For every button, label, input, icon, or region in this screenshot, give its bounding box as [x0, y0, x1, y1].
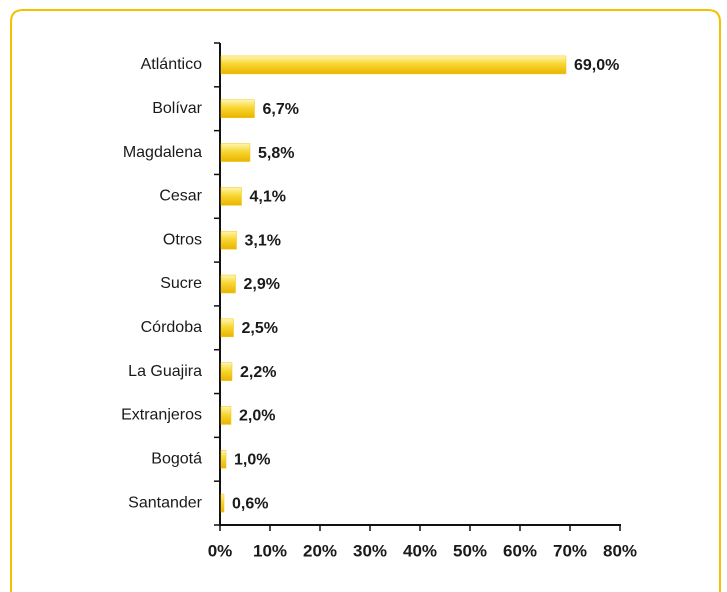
- data-label: 3,1%: [245, 232, 281, 249]
- data-label: 5,8%: [258, 145, 294, 162]
- data-label: 1,0%: [234, 451, 270, 468]
- bar: [220, 99, 255, 118]
- bar: [220, 230, 237, 250]
- y-tick-label: Otros: [163, 231, 202, 248]
- x-tick-label: 30%: [353, 541, 387, 560]
- x-tick-label: 50%: [453, 541, 487, 560]
- y-tick-label: Bogotá: [151, 450, 202, 467]
- data-label: 69,0%: [574, 57, 619, 74]
- bar: [220, 362, 233, 381]
- bar: [220, 143, 251, 162]
- data-label: 2,2%: [240, 364, 276, 381]
- x-tick-label: 0%: [208, 541, 233, 560]
- y-tick-label: Magdalena: [123, 144, 202, 161]
- x-tick-label: 10%: [253, 541, 287, 560]
- y-tick-label: La Guajira: [128, 363, 202, 380]
- x-tick-label: 40%: [403, 541, 437, 560]
- data-label: 2,0%: [239, 408, 275, 425]
- bar: [220, 406, 232, 425]
- bar: [220, 450, 227, 469]
- bar: [220, 274, 236, 294]
- x-tick-label: 70%: [553, 541, 587, 560]
- bar: [220, 187, 242, 206]
- data-label: 4,1%: [250, 189, 286, 206]
- y-tick-label: Extranjeros: [121, 407, 202, 424]
- data-label: 6,7%: [263, 101, 299, 118]
- x-tick-label: 80%: [603, 541, 637, 560]
- y-tick-label: Atlántico: [141, 56, 202, 73]
- x-tick-label: 20%: [303, 541, 337, 560]
- data-label: 0,6%: [232, 495, 268, 512]
- bar: [220, 318, 234, 338]
- data-label: 2,9%: [244, 276, 280, 293]
- y-tick-label: Córdoba: [141, 319, 202, 336]
- frame: [10, 9, 721, 592]
- x-tick-label: 60%: [503, 541, 537, 560]
- bar: [220, 55, 567, 75]
- y-tick-label: Sucre: [160, 275, 202, 292]
- bar: [220, 493, 225, 513]
- y-tick-label: Bolívar: [152, 100, 202, 117]
- y-tick-label: Santander: [128, 494, 203, 511]
- y-tick-label: Cesar: [159, 188, 202, 205]
- data-label: 2,5%: [242, 320, 278, 337]
